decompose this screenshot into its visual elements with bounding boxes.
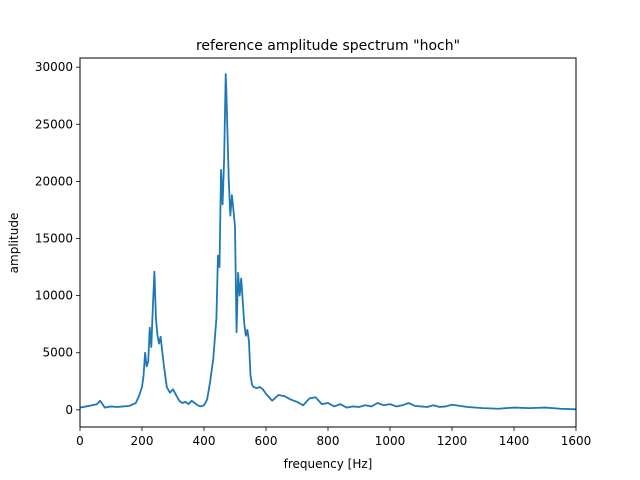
- y-tick-label: 0: [65, 403, 73, 417]
- x-tick-label: 1000: [375, 434, 406, 448]
- y-tick-label: 20000: [35, 174, 73, 188]
- y-tick-label: 15000: [35, 232, 73, 246]
- axes-frame: [79, 57, 577, 428]
- chart-title: reference amplitude spectrum "hoch": [196, 38, 460, 54]
- x-tick-label: 200: [131, 434, 154, 448]
- x-tick-label: 0: [76, 434, 84, 448]
- x-tick-label: 600: [255, 434, 278, 448]
- y-tick-label: 25000: [35, 117, 73, 131]
- y-axis-label: amplitude: [7, 213, 21, 274]
- x-tick-label: 400: [193, 434, 216, 448]
- y-tick-label: 30000: [35, 60, 73, 74]
- plot-area: 0 200 400 600 800 1000 1200 1400 1600 0 5000 10000 1…: [35, 60, 591, 448]
- x-tick-label: 1200: [437, 434, 468, 448]
- x-axis-label: frequency [Hz]: [284, 457, 373, 471]
- spectrum-line: [79, 73, 577, 411]
- x-tick-label: 800: [317, 434, 340, 448]
- y-tick-label: 10000: [35, 289, 73, 303]
- y-tick-label: 5000: [42, 346, 73, 360]
- x-tick-label: 1600: [561, 434, 592, 448]
- x-tick-label: 1400: [499, 434, 530, 448]
